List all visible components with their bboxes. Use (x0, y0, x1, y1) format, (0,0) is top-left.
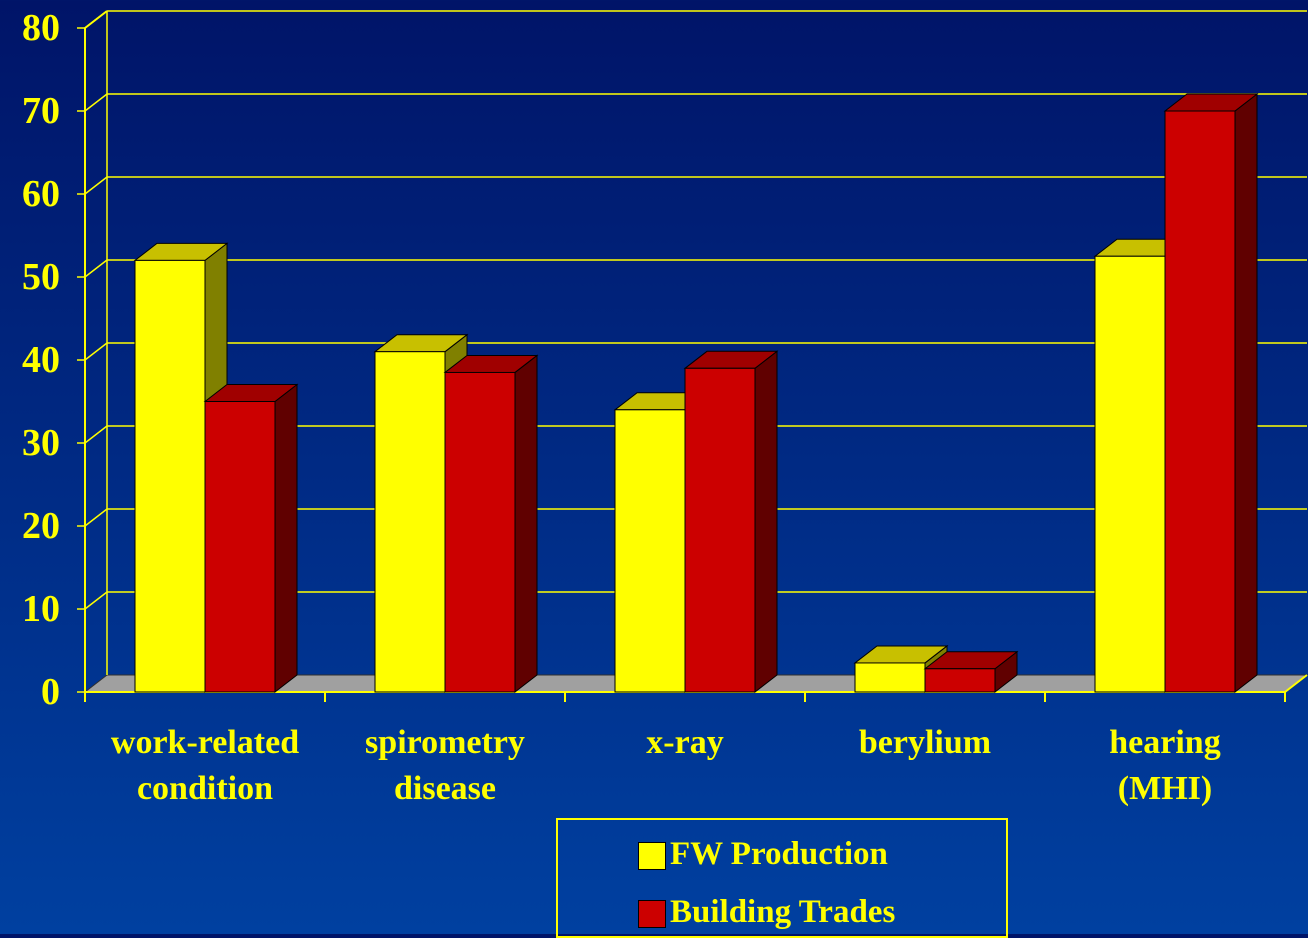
y-tick-label: 30 (22, 422, 60, 464)
bar-side (274, 383, 298, 694)
legend-swatch (638, 842, 666, 870)
bar-3d (683, 350, 779, 694)
grid-line-side (84, 176, 108, 195)
x-tick-label: x-ray (646, 724, 724, 761)
y-tick-label: 60 (22, 173, 60, 215)
bar (1164, 110, 1236, 693)
bar-side (514, 354, 538, 694)
x-tick-label: hearing (MHI) (1109, 724, 1221, 807)
legend-label: FW Production (670, 836, 888, 872)
bar (684, 367, 756, 693)
grid-line-side (84, 591, 108, 610)
bar-3d (923, 650, 1019, 694)
bar (1094, 255, 1166, 693)
y-tick-label: 10 (22, 588, 60, 630)
grid-line-side (84, 508, 108, 527)
bar-3d (203, 383, 299, 694)
legend-swatch (638, 900, 666, 928)
grid-line-side (84, 342, 108, 361)
x-tick-label: berylium (858, 724, 992, 761)
y-tick-label: 50 (22, 256, 60, 298)
bar (134, 259, 206, 693)
y-tick-label: 40 (22, 339, 60, 381)
y-tick-label: 80 (22, 7, 60, 49)
bar-side (754, 350, 778, 694)
y-tick-label: 20 (22, 505, 60, 547)
grid-line-side (84, 93, 108, 112)
bar (924, 668, 996, 693)
bar (374, 351, 446, 693)
bar-side (1234, 92, 1258, 694)
x-tick-label: spirometry disease (365, 724, 525, 807)
legend-label: Building Trades (670, 894, 896, 930)
y-tick-label: 0 (41, 671, 60, 713)
y-axis-top (84, 10, 108, 29)
legend: FW Production Building Trades (556, 818, 1008, 938)
x-axis-end (1284, 674, 1308, 693)
bar (614, 409, 686, 693)
bar-3d (1163, 92, 1259, 694)
grid-line-side (84, 259, 108, 278)
bar (204, 401, 276, 693)
y-tick-label: 70 (22, 90, 60, 132)
bar (854, 662, 926, 693)
bar-3d (443, 354, 539, 694)
grid-line-side (84, 425, 108, 444)
x-tick-label: work-related condition (110, 724, 300, 807)
bar (444, 371, 516, 693)
